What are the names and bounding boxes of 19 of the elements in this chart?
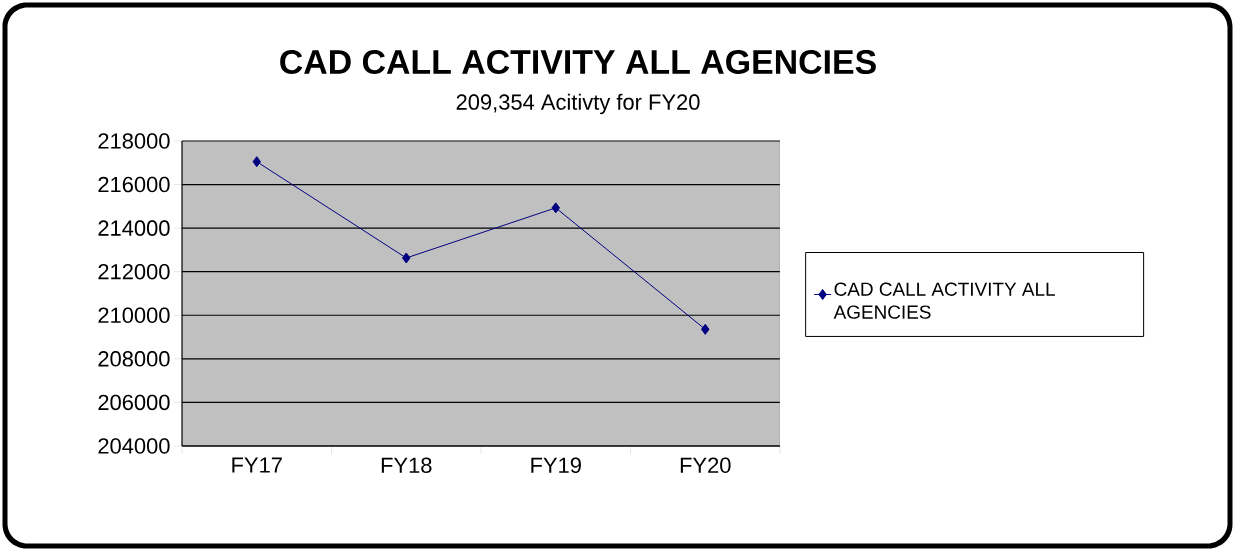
y-tick-label: 210000 <box>98 307 170 324</box>
chart-subtitle: 209,354 Acitivty for FY20 <box>456 93 700 115</box>
point <box>551 202 561 214</box>
point <box>402 252 411 264</box>
legend-label: CAD CALL ACTIVITY ALL AGENCIES <box>833 282 1055 319</box>
y-tick-label: 206000 <box>98 394 170 411</box>
x-tick-label: FY17 <box>232 457 282 473</box>
y-tick-label: 208000 <box>98 351 170 367</box>
chart-title: CAD CALL ACTIVITY ALL AGENCIES <box>280 49 876 74</box>
y-tick-label: 218000 <box>98 133 170 149</box>
point <box>701 323 710 335</box>
point <box>252 156 262 168</box>
y-tick-label: 204000 <box>98 438 170 454</box>
y-tick-label: 212000 <box>98 263 170 280</box>
x-tick-label: FY20 <box>680 457 731 474</box>
y-tick-label: 216000 <box>98 176 170 193</box>
x-tick-label: FY19 <box>531 457 581 474</box>
y-tick-label: 214000 <box>98 220 170 236</box>
x-tick-label: FY18 <box>381 457 432 474</box>
